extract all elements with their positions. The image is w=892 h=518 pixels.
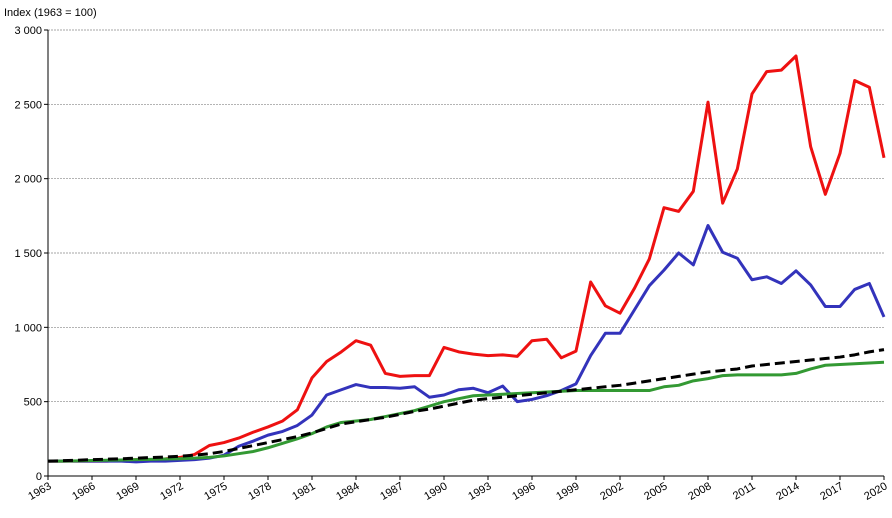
x-tick-label: 1978 (246, 480, 273, 503)
y-tick-label: 2 500 (14, 99, 42, 111)
series-line (48, 223, 886, 464)
y-tick-label: 1 000 (14, 322, 42, 334)
x-tick-label: 1975 (202, 480, 229, 503)
y-tick-label: 2 000 (14, 174, 42, 186)
x-tick-label: 1966 (70, 480, 97, 503)
x-tick-label: 2008 (686, 480, 713, 503)
y-tick-label: 3 000 (14, 25, 42, 37)
x-tick-label: 1987 (378, 480, 405, 503)
y-tick-label: 500 (24, 397, 42, 409)
x-tick-label: 1993 (466, 480, 493, 503)
x-tick-label: 1984 (334, 480, 361, 503)
series-line (47, 348, 885, 463)
x-tick-label: 2020 (862, 480, 889, 503)
y-tick-label: 1 500 (14, 248, 42, 260)
x-tick-label: 1969 (114, 480, 141, 503)
x-tick-label: 1996 (510, 480, 537, 503)
x-tick-label: 1990 (422, 480, 449, 503)
chart-title: Index (1963 = 100) (4, 7, 97, 19)
x-tick-label: 1999 (554, 480, 581, 503)
x-tick-label: 1981 (290, 480, 317, 503)
x-tick-label: 2005 (642, 480, 669, 503)
y-tick-label: 0 (36, 471, 42, 483)
x-tick-label: 1963 (26, 480, 53, 503)
x-tick-label: 2011 (731, 480, 757, 502)
x-tick-label: 2014 (774, 480, 801, 503)
x-tick-label: 2017 (818, 480, 845, 503)
x-tick-label: 2002 (598, 480, 625, 503)
series-line (48, 360, 885, 463)
x-tick-label: 1972 (158, 480, 185, 503)
